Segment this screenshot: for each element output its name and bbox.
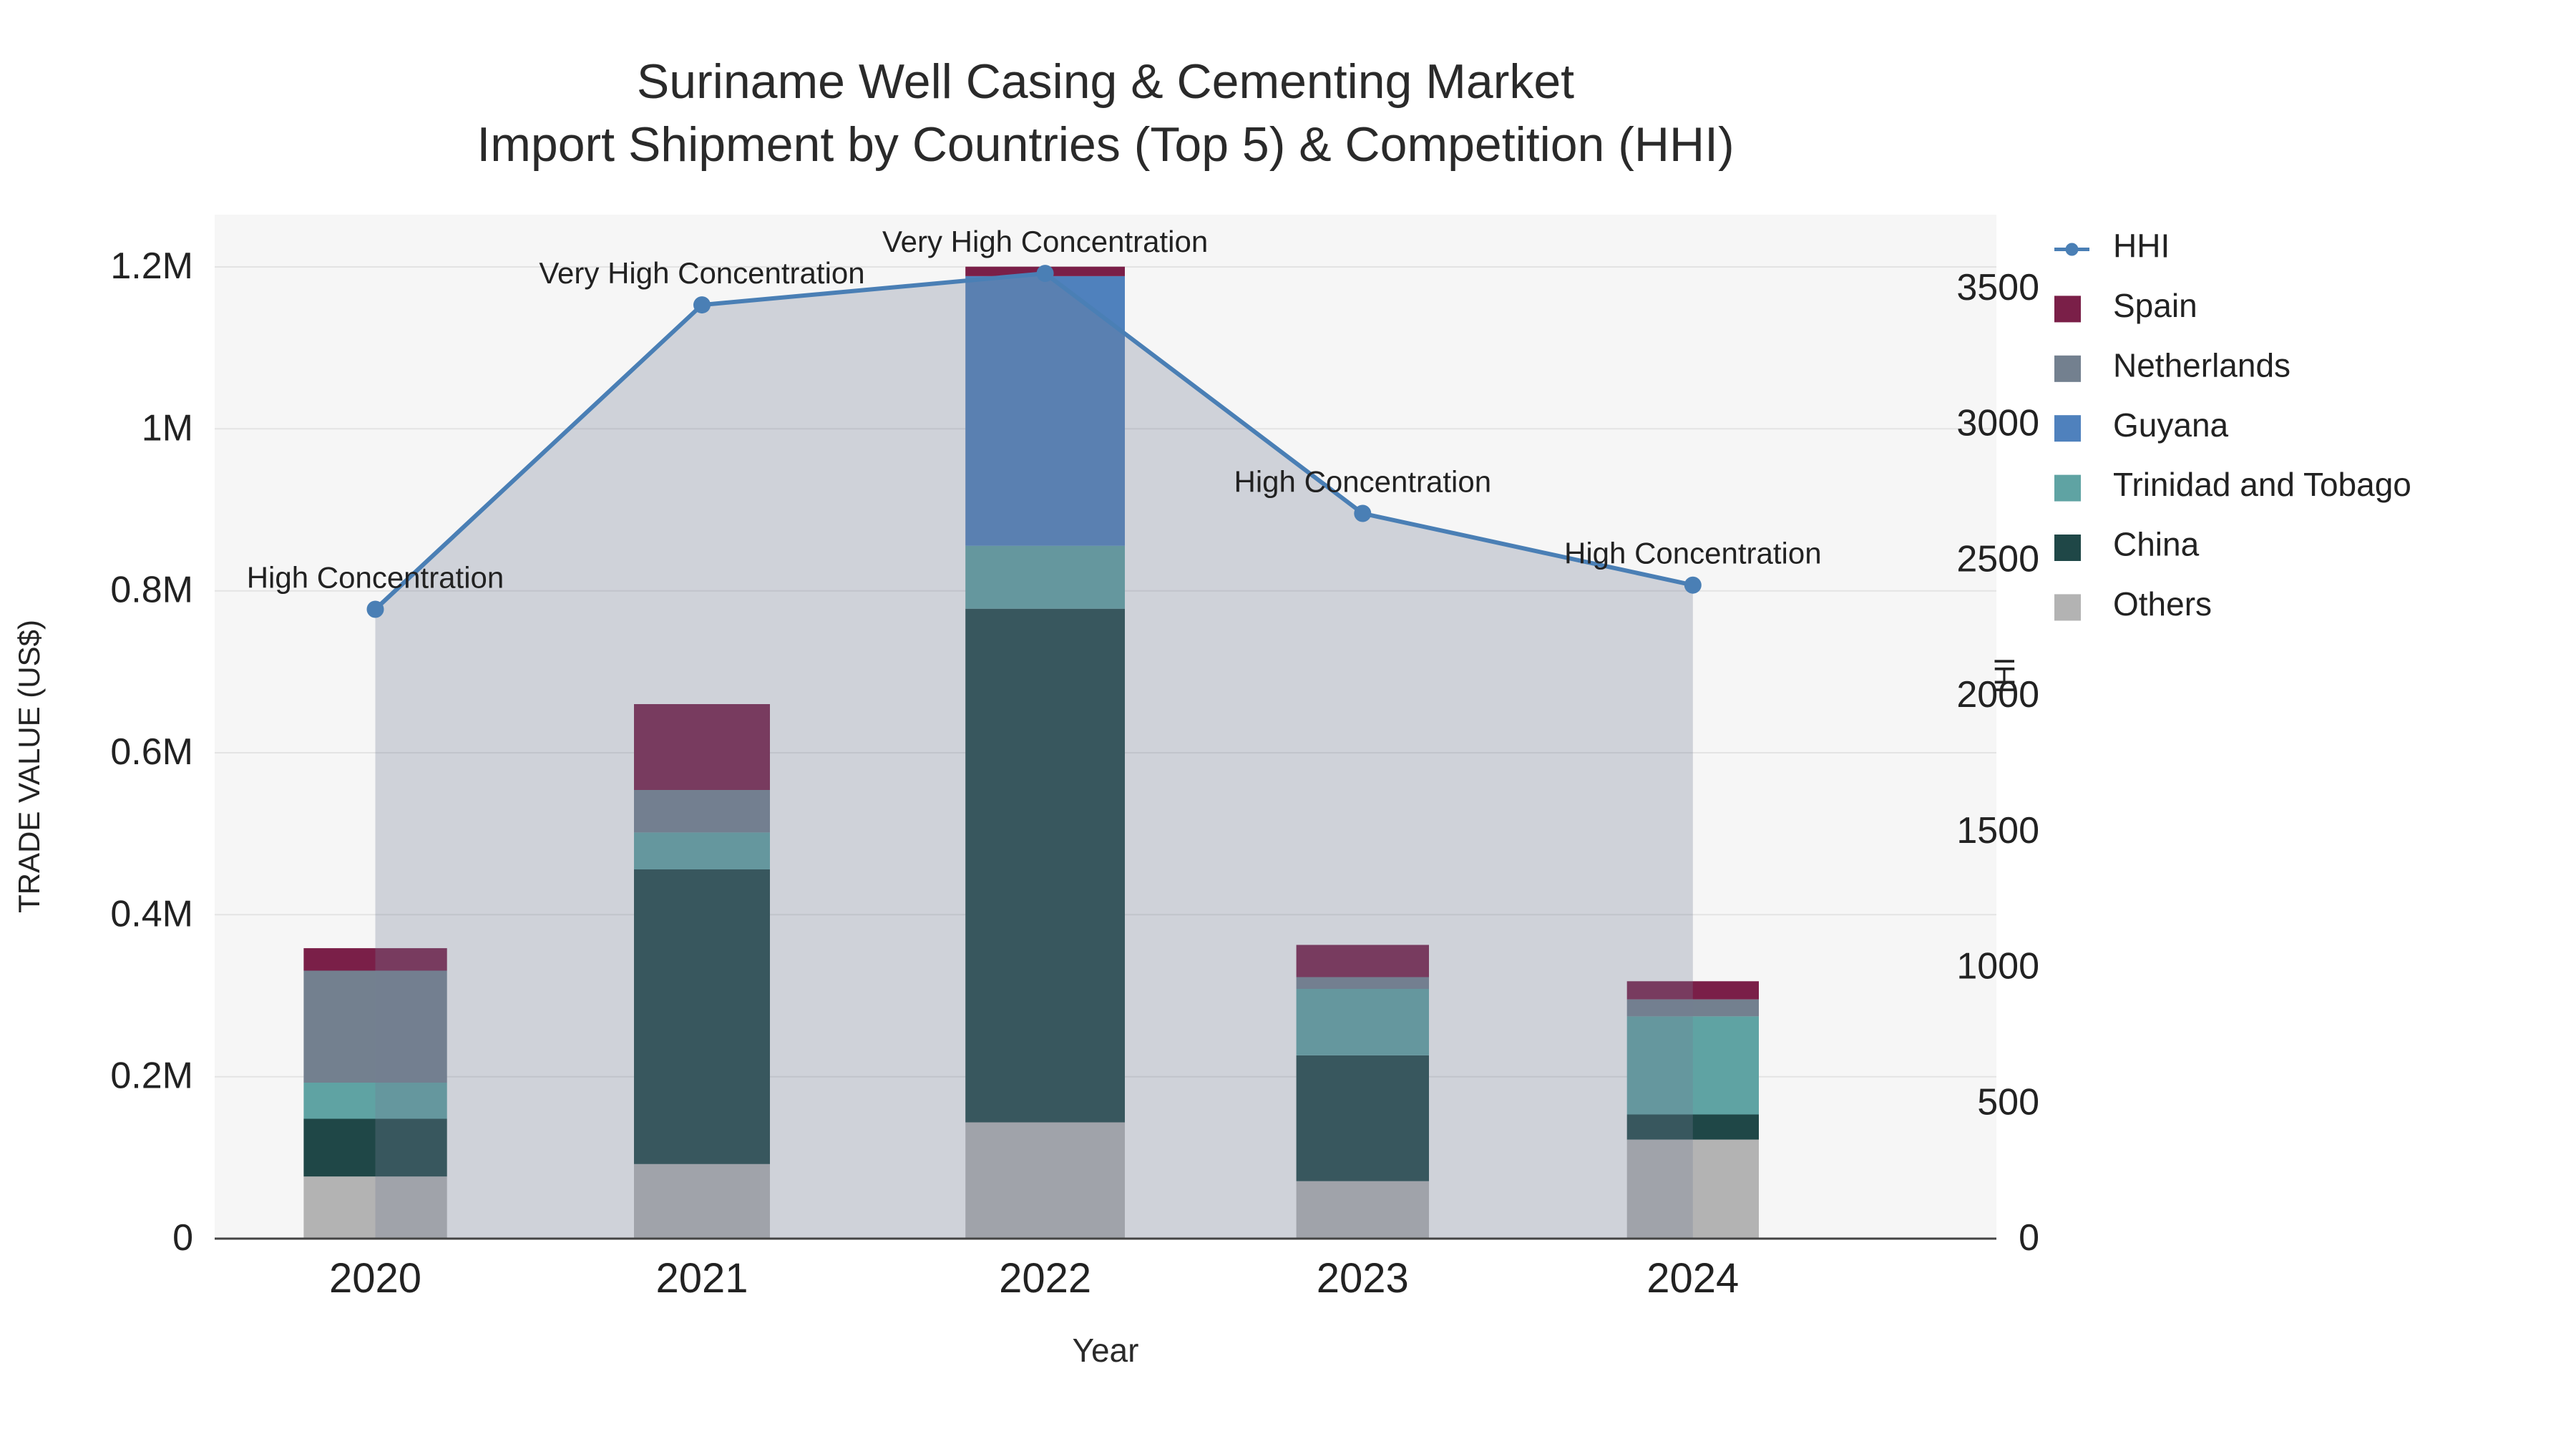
svg-text:High Concentration: High Concentration: [1564, 537, 1822, 570]
svg-text:0.8M: 0.8M: [110, 570, 193, 611]
svg-text:3000: 3000: [1956, 403, 2039, 444]
svg-text:0.6M: 0.6M: [110, 731, 193, 773]
svg-text:0.4M: 0.4M: [110, 893, 193, 935]
svg-text:3500: 3500: [1956, 267, 2039, 308]
svg-text:2023: 2023: [1317, 1255, 1409, 1302]
svg-text:Very High Concentration: Very High Concentration: [882, 225, 1208, 258]
svg-text:High Concentration: High Concentration: [1234, 465, 1492, 499]
svg-text:0: 0: [2019, 1217, 2039, 1259]
svg-text:500: 500: [1977, 1081, 2039, 1123]
svg-text:China: China: [2113, 526, 2200, 563]
svg-text:2020: 2020: [329, 1255, 421, 1302]
svg-text:1.2M: 1.2M: [110, 245, 193, 287]
svg-text:1500: 1500: [1956, 810, 2039, 852]
svg-text:HHI: HHI: [2113, 228, 2170, 265]
svg-text:2021: 2021: [655, 1255, 748, 1302]
svg-text:Netherlands: Netherlands: [2113, 346, 2290, 384]
svg-text:1000: 1000: [1956, 946, 2039, 987]
svg-text:Guyana: Guyana: [2113, 406, 2229, 444]
svg-text:0: 0: [172, 1217, 193, 1259]
svg-text:TRADE VALUE (US$): TRADE VALUE (US$): [12, 620, 46, 913]
svg-text:2500: 2500: [1956, 538, 2039, 580]
svg-text:1M: 1M: [142, 407, 193, 449]
svg-text:Spain: Spain: [2113, 287, 2197, 324]
svg-text:2022: 2022: [999, 1255, 1091, 1302]
svg-text:IHI: IHI: [1989, 657, 2021, 693]
svg-text:Others: Others: [2113, 585, 2212, 623]
svg-text:Very High Concentration: Very High Concentration: [539, 256, 864, 290]
svg-text:0.2M: 0.2M: [110, 1055, 193, 1097]
svg-text:Trinidad and Tobago: Trinidad and Tobago: [2113, 466, 2411, 503]
svg-text:2024: 2024: [1646, 1255, 1739, 1302]
svg-text:High Concentration: High Concentration: [247, 561, 504, 595]
